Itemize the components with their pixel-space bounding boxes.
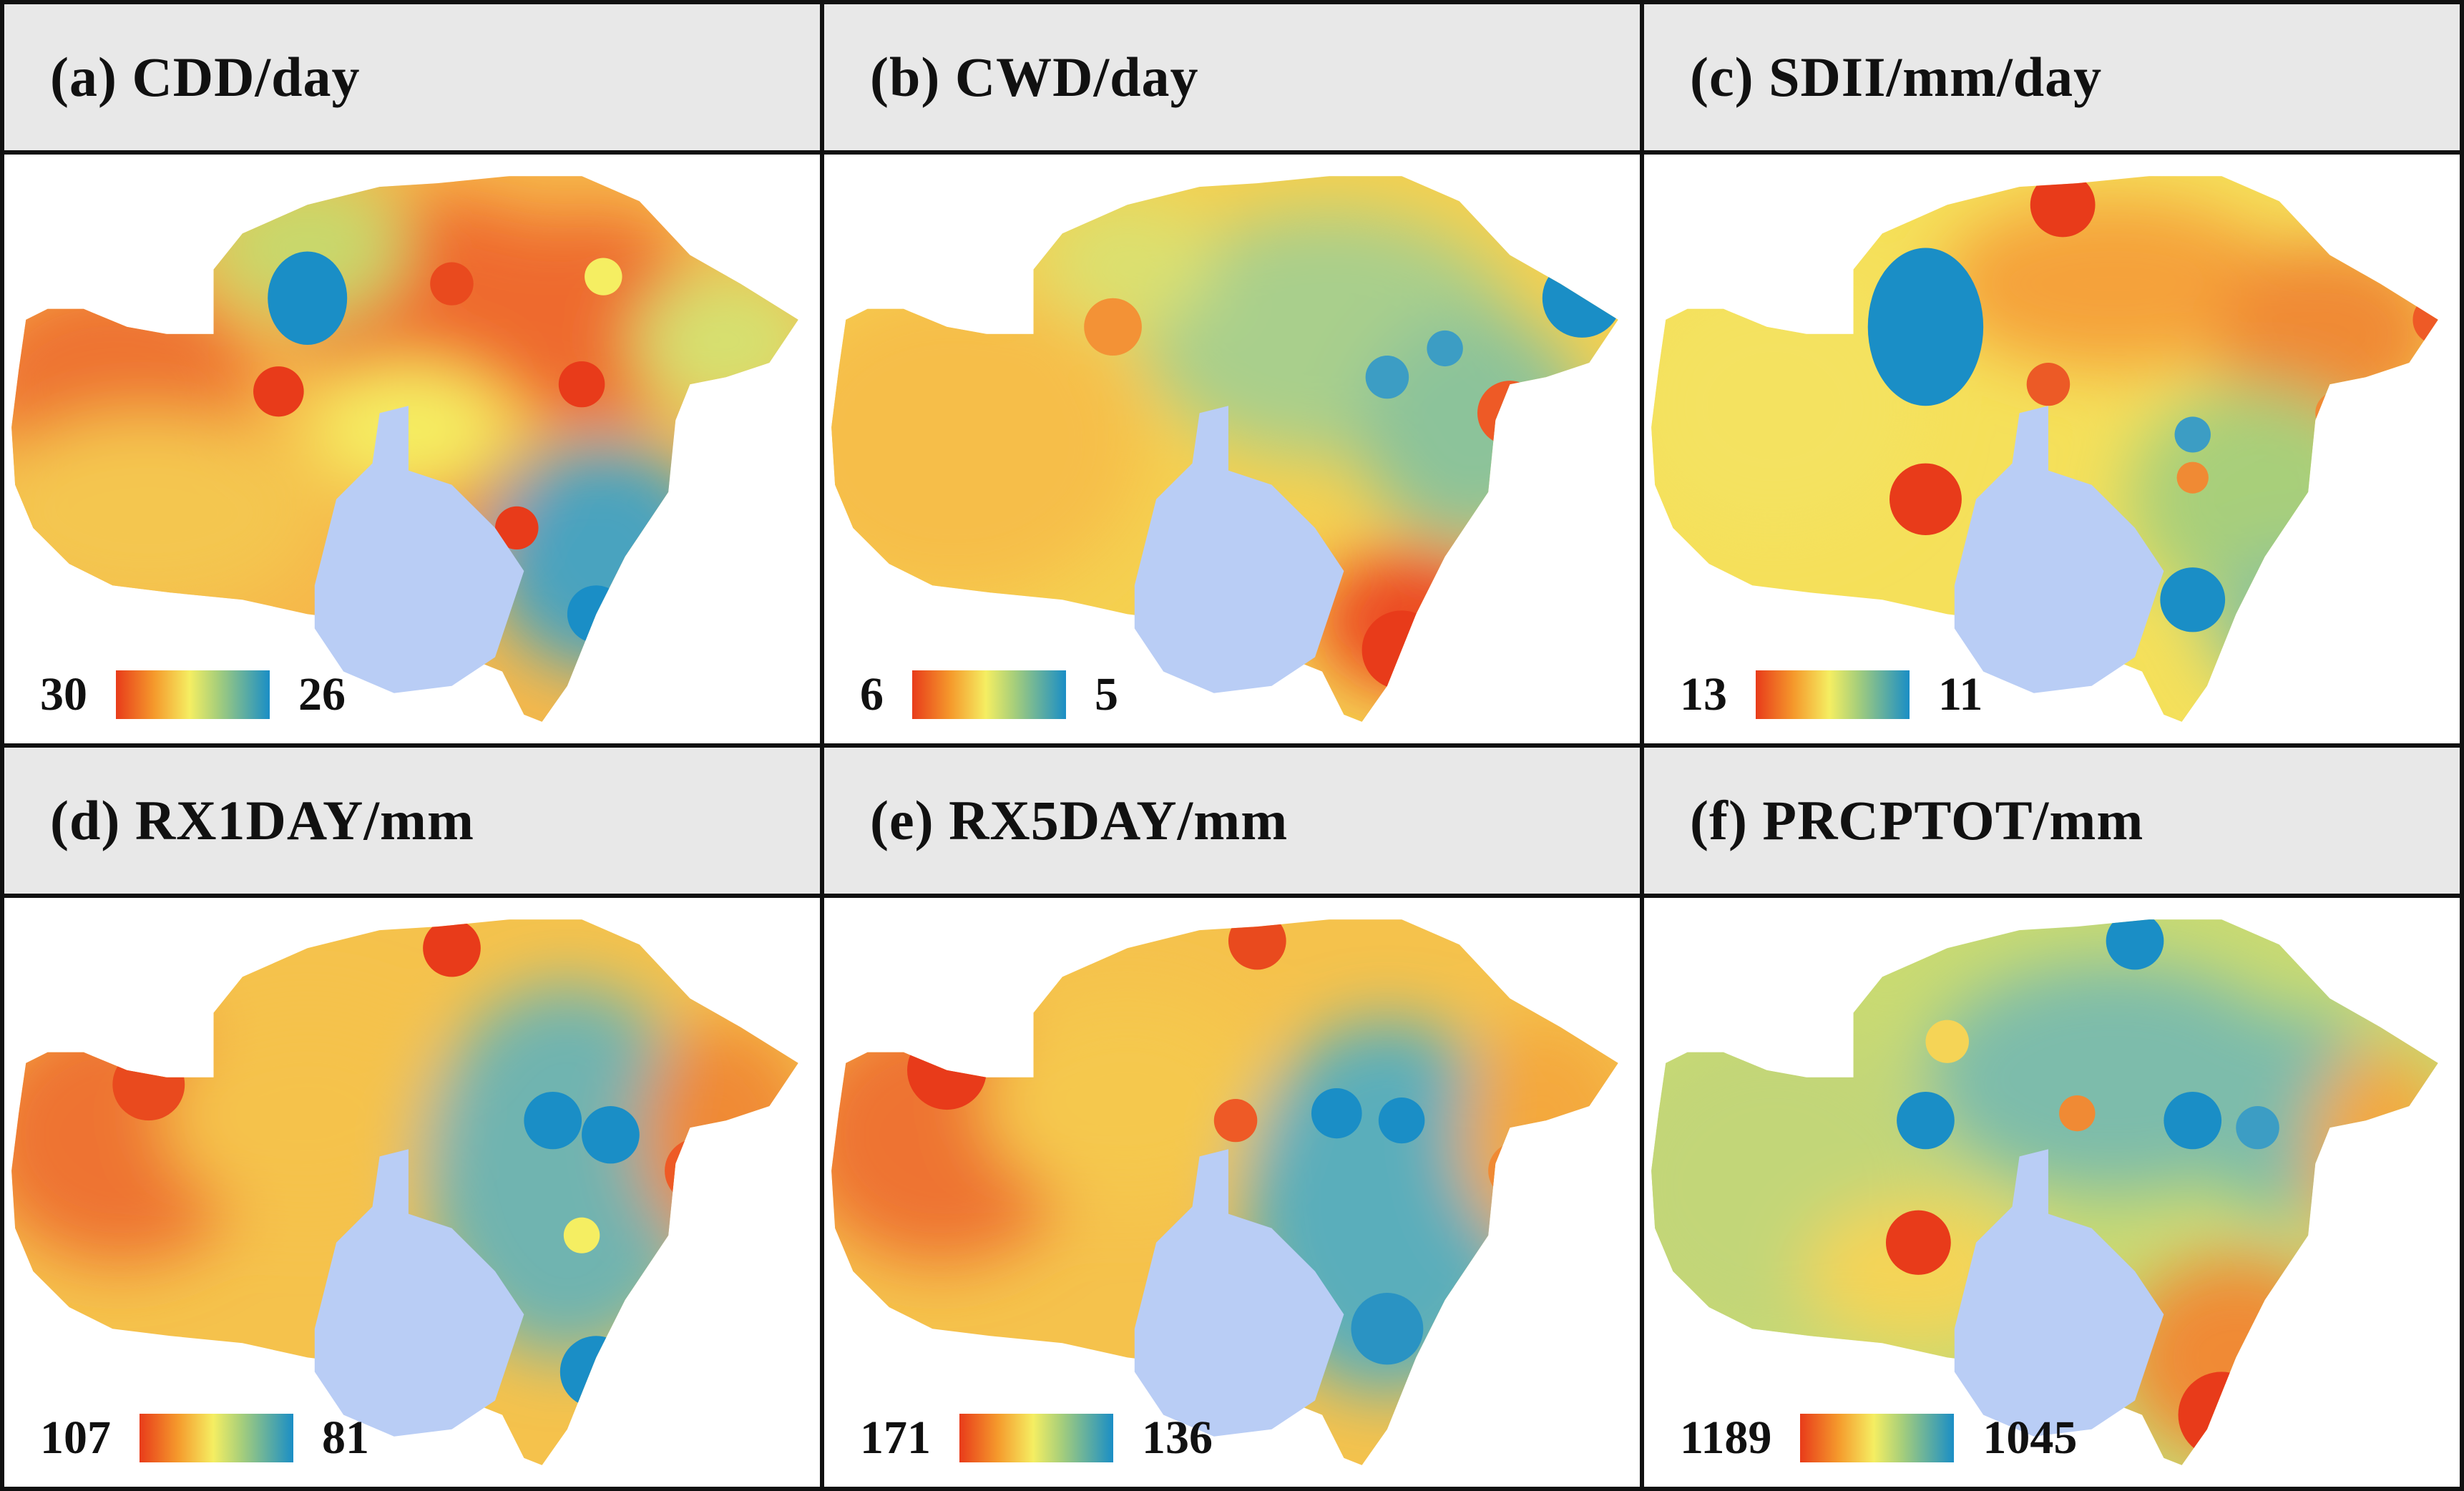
panel-title: (f) PRCPTOT/mm: [1690, 789, 2144, 851]
legend: 13 11: [1680, 668, 1983, 722]
precipitation-map-rx1day: [11, 919, 798, 1465]
panel-header: (d) RX1DAY/mm: [4, 748, 820, 898]
legend-max-label: 6: [860, 668, 884, 720]
panel-cdd: (a) CDD/day: [4, 4, 820, 743]
panel-rx1day: (d) RX1DAY/mm: [4, 748, 820, 1487]
legend-color-bar: [1756, 670, 1910, 719]
legend-max-label: 107: [40, 1412, 111, 1464]
lake-shape: [1954, 1149, 2164, 1437]
map-area: 30 26: [4, 155, 820, 743]
legend-min-label: 81: [322, 1412, 369, 1464]
legend-max-label: 30: [40, 668, 87, 720]
panel-header: (f) PRCPTOT/mm: [1644, 748, 2460, 898]
precipitation-map-prcptot: [1651, 919, 2438, 1465]
legend-color-bar: [1800, 1414, 1955, 1462]
panel-sdii: (c) SDII/mm/day: [1644, 4, 2460, 743]
legend-color-bar: [912, 670, 1066, 719]
legend: 1189 1045: [1680, 1411, 2077, 1465]
legend: 6 5: [860, 668, 1118, 722]
map-area: 107 81: [4, 898, 820, 1487]
map-area: 13 11: [1644, 155, 2460, 743]
legend-max-label: 171: [860, 1412, 931, 1464]
precipitation-map-cdd: [11, 176, 798, 722]
lake-shape: [1134, 406, 1344, 693]
legend-min-label: 1045: [1983, 1412, 2078, 1464]
panel-rx5day: (e) RX5DAY/mm: [824, 748, 1640, 1487]
lake-shape: [1134, 1149, 1344, 1437]
panel-title: (e) RX5DAY/mm: [870, 789, 1289, 851]
legend-color-bar: [116, 670, 270, 719]
precipitation-map-sdii: [1651, 176, 2438, 722]
legend-max-label: 13: [1680, 668, 1727, 720]
map-area: 6 5: [824, 155, 1640, 743]
panel-header: (e) RX5DAY/mm: [824, 748, 1640, 898]
legend: 171 136: [860, 1411, 1213, 1465]
panel-title: (a) CDD/day: [50, 46, 361, 108]
panel-cwd: (b) CWD/day: [824, 4, 1640, 743]
lake-shape: [1954, 406, 2164, 693]
panel-title: (c) SDII/mm/day: [1690, 46, 2103, 108]
lake-shape: [314, 1149, 524, 1437]
legend-min-label: 136: [1142, 1412, 1213, 1464]
map-area: 171 136: [824, 898, 1640, 1487]
legend-color-bar: [959, 1414, 1113, 1462]
panel-header: (b) CWD/day: [824, 4, 1640, 155]
panel-header: (c) SDII/mm/day: [1644, 4, 2460, 155]
legend-max-label: 1189: [1680, 1412, 1772, 1464]
legend-min-label: 26: [298, 668, 346, 720]
panel-title: (b) CWD/day: [870, 46, 1199, 108]
legend: 30 26: [40, 668, 346, 722]
precipitation-map-rx5day: [831, 919, 1618, 1465]
legend-min-label: 11: [1938, 668, 1983, 720]
legend-color-bar: [140, 1414, 293, 1462]
map-area: 1189 1045: [1644, 898, 2460, 1487]
panel-header: (a) CDD/day: [4, 4, 820, 155]
panel-title: (d) RX1DAY/mm: [50, 789, 474, 851]
precipitation-map-cwd: [831, 176, 1618, 722]
panel-prcptot: (f) PRCPTOT/mm: [1644, 748, 2460, 1487]
legend-min-label: 5: [1095, 668, 1118, 720]
legend: 107 81: [40, 1411, 369, 1465]
lake-shape: [314, 406, 524, 693]
